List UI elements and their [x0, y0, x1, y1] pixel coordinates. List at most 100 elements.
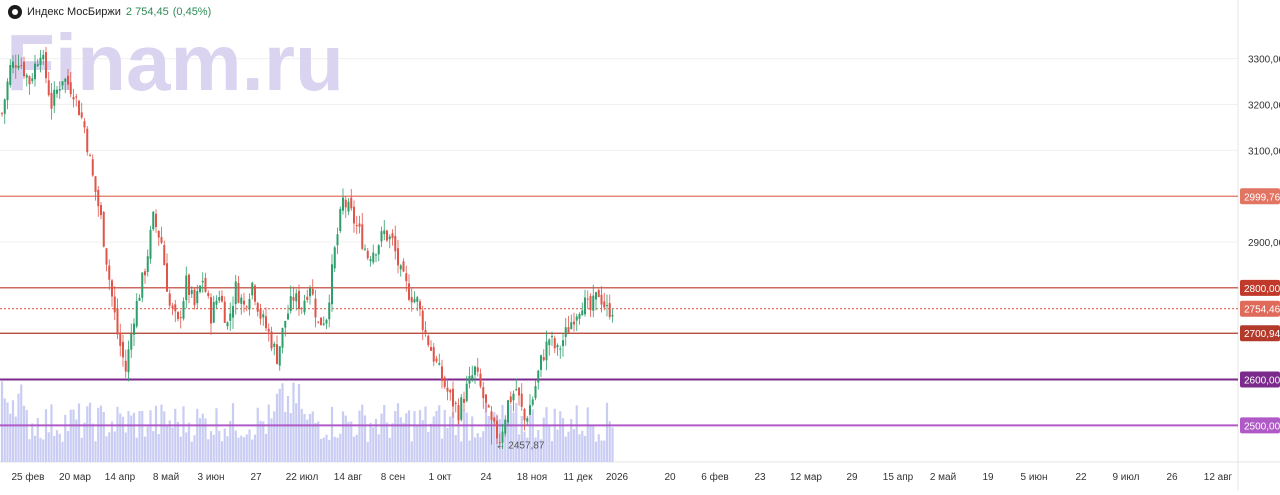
volume-bar — [237, 437, 240, 462]
volume-bar — [611, 427, 614, 462]
price-change: (0,45%) — [172, 6, 212, 18]
volume-bar — [223, 428, 226, 462]
volume-bar — [295, 403, 298, 462]
volume-bar — [528, 414, 532, 462]
volume-bar — [97, 407, 100, 462]
x-tick-label: 23 — [754, 472, 766, 483]
volume-bar — [105, 436, 108, 462]
volume-bar — [94, 441, 97, 462]
candle-body — [589, 296, 592, 311]
volume-bar — [416, 425, 419, 462]
level-badge — [1240, 371, 1280, 388]
candle-body — [174, 304, 177, 312]
candle-body — [262, 314, 265, 318]
volume-bar — [157, 434, 160, 462]
candle-body — [289, 296, 292, 312]
candle-body — [270, 331, 273, 349]
candle-body — [573, 321, 575, 325]
candle-body — [31, 78, 34, 82]
volume-bar — [72, 409, 75, 462]
volume-bar — [589, 424, 592, 462]
volume-bar — [484, 402, 488, 462]
volume-bar — [91, 423, 94, 462]
candle-body — [36, 64, 39, 66]
volume-bar — [570, 418, 573, 462]
candle-body — [556, 345, 559, 348]
level-badge — [1240, 279, 1280, 296]
instrument-name[interactable]: Индекс МосБиржи — [27, 6, 121, 18]
volume-bar — [22, 405, 26, 462]
volume-bar — [377, 434, 380, 462]
candle-body — [328, 302, 331, 320]
x-tick-label: 14 апр — [105, 472, 136, 483]
x-tick-label: 22 — [1075, 472, 1087, 483]
candle-body — [94, 176, 97, 192]
volume-bar — [319, 438, 323, 462]
x-axis: 25 фев 20 мар 14 апр 8 май 3 июн 27 22 июл 14 а… — [11, 471, 1232, 483]
volume-bar — [146, 426, 149, 462]
volume-bar — [506, 419, 510, 462]
candle-body — [551, 336, 553, 338]
volume-bar — [267, 404, 270, 462]
candle-body — [47, 80, 50, 96]
candle-body — [146, 256, 149, 272]
candle-body — [443, 377, 446, 387]
volume-bar — [405, 413, 408, 462]
candle-body — [542, 357, 545, 361]
candle-body — [333, 247, 336, 269]
volume-bar — [229, 421, 232, 462]
volume-bar — [361, 404, 364, 462]
volume-bar — [399, 417, 402, 462]
volume-bar — [66, 431, 70, 462]
volume-bar — [608, 421, 611, 462]
candle-body — [284, 320, 287, 328]
volume-bar — [242, 437, 246, 462]
candle-body — [454, 402, 457, 404]
candle-body — [83, 121, 86, 128]
x-tick-label: 2026 — [606, 472, 629, 483]
candle-body — [416, 297, 419, 302]
candle-body — [537, 370, 540, 383]
candle-body — [6, 81, 9, 101]
annotation: ← 2457,87 — [496, 441, 545, 452]
volume-bar — [482, 431, 485, 462]
x-tick-label: 5 июн — [1021, 472, 1048, 483]
candle-body — [229, 313, 232, 321]
volume-bar — [352, 436, 356, 462]
y-axis: 3300,00 3200,00 3100,00 2900,00 2999,76 2800,… — [1240, 55, 1280, 434]
volume-bar — [581, 430, 584, 462]
candle-body — [397, 248, 399, 266]
volume-bar — [542, 417, 545, 462]
volume-bar — [50, 404, 53, 462]
volume-bar — [374, 418, 378, 462]
candle-body — [207, 293, 210, 296]
candle-body — [600, 294, 603, 305]
volume-bar — [215, 408, 218, 462]
volume-bar — [473, 437, 477, 462]
volume-bar — [58, 433, 61, 462]
candle-body — [168, 293, 171, 306]
volume-bar — [462, 410, 466, 462]
candle-body — [344, 199, 347, 208]
candle-body — [581, 310, 584, 316]
candle-body — [529, 405, 531, 415]
candle-body — [394, 236, 397, 252]
candle-body — [245, 306, 248, 308]
candle-body — [586, 298, 589, 300]
x-tick-label: 11 дек — [564, 472, 594, 483]
volume-bar — [341, 411, 345, 462]
x-tick-label: 18 ноя — [517, 472, 547, 483]
volume-bar — [36, 418, 39, 462]
candle-body — [388, 236, 391, 240]
level-badge-label: 2700,94 — [1244, 329, 1280, 340]
candle-body — [479, 373, 482, 387]
volume-bar — [515, 402, 518, 462]
candle-body — [432, 347, 435, 362]
volume-bar — [127, 411, 130, 462]
volume-bar — [410, 441, 413, 462]
volume-bar — [487, 415, 490, 462]
candle-body — [570, 322, 573, 329]
candle-body — [501, 431, 504, 443]
